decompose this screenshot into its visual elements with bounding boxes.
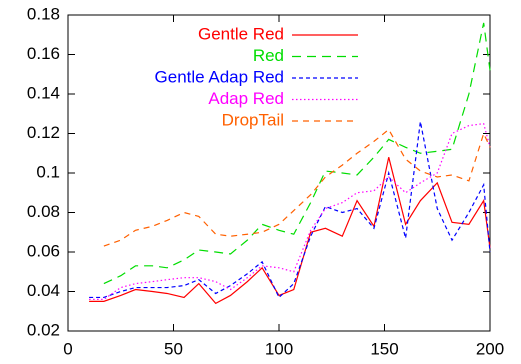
series-line xyxy=(89,122,491,300)
series-line xyxy=(103,128,491,247)
x-tick-label: 100 xyxy=(265,339,293,358)
y-tick-label: 0.08 xyxy=(27,202,60,221)
y-tick-label: 0.1 xyxy=(36,162,60,181)
y-tick-label: 0.02 xyxy=(27,320,60,339)
y-tick-label: 0.16 xyxy=(27,44,60,63)
y-tick-label: 0.06 xyxy=(27,241,60,260)
y-tick-label: 0.12 xyxy=(27,123,60,142)
y-tick-label: 0.14 xyxy=(27,83,60,102)
x-tick-label: 150 xyxy=(370,339,398,358)
series-line xyxy=(103,22,491,285)
x-tick-label: 50 xyxy=(164,339,183,358)
y-tick-label: 0.04 xyxy=(27,281,60,300)
series-line xyxy=(89,121,491,299)
y-tick-label: 0.18 xyxy=(27,4,60,23)
legend-label: Gentle Red xyxy=(198,24,284,43)
legend-label: Adap Red xyxy=(208,89,284,108)
series-line xyxy=(89,157,491,305)
x-tick-label: 200 xyxy=(476,339,504,358)
x-tick-label: 0 xyxy=(63,339,72,358)
legend-label: Red xyxy=(253,46,284,65)
legend-label: DropTail xyxy=(222,110,284,129)
legend-label: Gentle Adap Red xyxy=(155,67,284,86)
